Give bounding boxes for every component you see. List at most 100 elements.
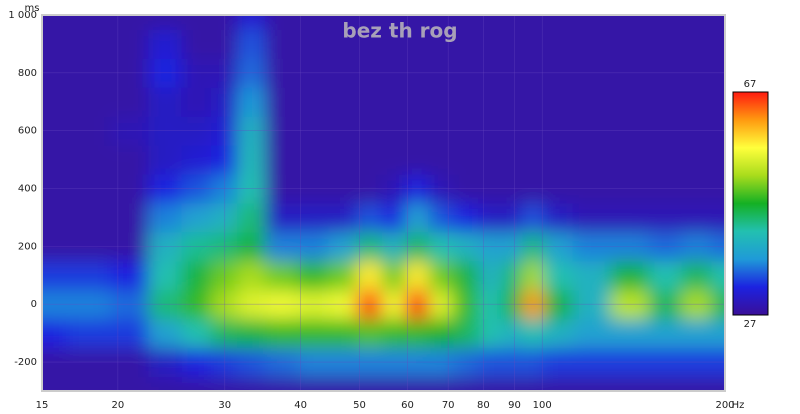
heat-cell bbox=[428, 376, 454, 391]
heat-cell bbox=[356, 376, 383, 391]
x-tick-label: 60 bbox=[401, 400, 414, 411]
heat-cell bbox=[502, 260, 524, 291]
heat-cell bbox=[296, 86, 329, 117]
heat-cell bbox=[110, 318, 149, 349]
heat-cell bbox=[264, 86, 298, 117]
heat-cell bbox=[428, 202, 454, 233]
heat-cell bbox=[328, 86, 357, 117]
heat-cell bbox=[610, 15, 650, 30]
heatmap bbox=[42, 15, 725, 391]
heat-cell bbox=[110, 86, 149, 117]
heat-cell bbox=[110, 28, 149, 59]
heat-cell bbox=[148, 376, 182, 391]
heat-cell bbox=[356, 260, 383, 291]
heat-cell bbox=[610, 86, 650, 117]
heat-cell bbox=[237, 15, 266, 30]
heat-cell bbox=[711, 376, 725, 391]
heat-cell bbox=[572, 318, 612, 349]
heat-cell bbox=[610, 318, 650, 349]
y-unit: ms bbox=[25, 3, 40, 14]
heat-cell bbox=[453, 15, 479, 30]
heat-cell bbox=[296, 376, 329, 391]
x-tick-label: 100 bbox=[533, 400, 552, 411]
heat-cell bbox=[648, 144, 683, 175]
heat-cell bbox=[648, 376, 683, 391]
heat-cell bbox=[502, 144, 524, 175]
heat-cell bbox=[502, 376, 524, 391]
y-tick-label: 400 bbox=[18, 184, 37, 195]
heat-cell bbox=[110, 260, 149, 291]
heat-cell bbox=[543, 202, 574, 233]
heat-cell bbox=[428, 28, 454, 59]
heat-cell bbox=[66, 15, 111, 30]
heat-cell bbox=[148, 28, 182, 59]
y-tick-label: 600 bbox=[18, 126, 37, 137]
heat-cell bbox=[237, 260, 266, 291]
heat-cell bbox=[237, 144, 266, 175]
heat-cell bbox=[648, 86, 683, 117]
heat-cell bbox=[66, 202, 111, 233]
heat-cell bbox=[681, 144, 712, 175]
heat-cell bbox=[522, 376, 544, 391]
heat-cell bbox=[543, 144, 574, 175]
heat-cell bbox=[572, 202, 612, 233]
heat-cell bbox=[610, 144, 650, 175]
heat-cell bbox=[681, 376, 712, 391]
heat-cell bbox=[405, 28, 429, 59]
heat-cell bbox=[42, 28, 67, 59]
heat-cell bbox=[264, 260, 298, 291]
heat-cell bbox=[478, 28, 503, 59]
heat-cell bbox=[522, 86, 544, 117]
heat-cell bbox=[711, 86, 725, 117]
heat-cell bbox=[210, 260, 238, 291]
y-tick-label: 200 bbox=[18, 241, 37, 252]
heat-cell bbox=[296, 318, 329, 349]
heat-cell bbox=[148, 144, 182, 175]
x-tick-label: 15 bbox=[36, 400, 49, 411]
heat-cell bbox=[296, 202, 329, 233]
heat-cell bbox=[356, 144, 383, 175]
heat-cell bbox=[110, 144, 149, 175]
heat-cell bbox=[681, 318, 712, 349]
x-tick-label: 80 bbox=[477, 400, 490, 411]
heat-cell bbox=[210, 28, 238, 59]
heat-cell bbox=[453, 318, 479, 349]
heat-cell bbox=[181, 260, 212, 291]
heat-cell bbox=[610, 202, 650, 233]
heat-cell bbox=[478, 202, 503, 233]
heat-cell bbox=[381, 28, 406, 59]
heat-cell bbox=[237, 376, 266, 391]
heat-cell bbox=[148, 86, 182, 117]
heat-cell bbox=[328, 260, 357, 291]
heat-cell bbox=[237, 318, 266, 349]
heat-cell bbox=[478, 15, 503, 30]
x-tick-label: 50 bbox=[353, 400, 366, 411]
heat-cell bbox=[681, 260, 712, 291]
chart-title: bez th rog bbox=[342, 19, 457, 43]
heat-cell bbox=[42, 202, 67, 233]
heat-cell bbox=[405, 86, 429, 117]
x-tick-label: 40 bbox=[294, 400, 307, 411]
heat-cell bbox=[328, 144, 357, 175]
heat-cell bbox=[148, 202, 182, 233]
heat-cell bbox=[66, 28, 111, 59]
heat-cell bbox=[66, 144, 111, 175]
heat-cell bbox=[572, 260, 612, 291]
y-tick-label: 0 bbox=[31, 299, 37, 310]
heat-cell bbox=[66, 318, 111, 349]
heat-cell bbox=[543, 260, 574, 291]
heat-cell bbox=[210, 15, 238, 30]
heat-cell bbox=[381, 318, 406, 349]
heat-cell bbox=[237, 28, 266, 59]
heat-cell bbox=[478, 260, 503, 291]
heat-cell bbox=[181, 28, 212, 59]
heat-cell bbox=[522, 202, 544, 233]
heat-cell bbox=[572, 15, 612, 30]
heat-cell bbox=[681, 86, 712, 117]
plot-border bbox=[41, 14, 726, 392]
heat-cell bbox=[543, 86, 574, 117]
heat-cell bbox=[42, 144, 67, 175]
heat-cell bbox=[264, 144, 298, 175]
colorbar bbox=[732, 91, 769, 316]
